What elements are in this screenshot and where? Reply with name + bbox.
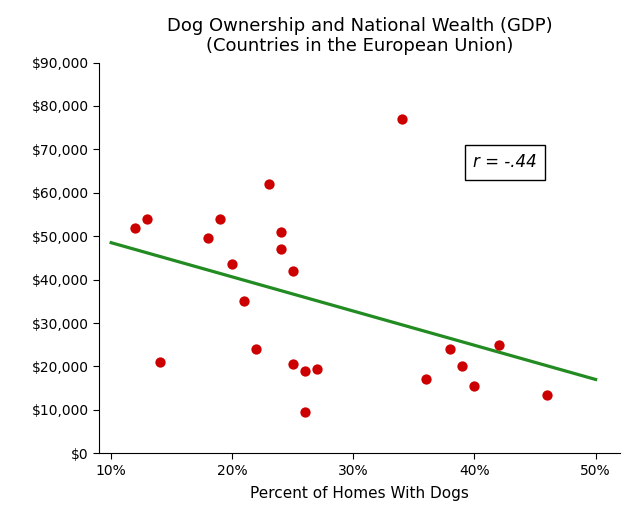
Point <box>300 367 310 375</box>
Point <box>288 360 298 368</box>
Point <box>227 260 237 269</box>
Title: Dog Ownership and National Wealth (GDP)
(Countries in the European Union): Dog Ownership and National Wealth (GDP) … <box>167 17 552 55</box>
Text: r = -.44: r = -.44 <box>473 153 537 171</box>
Point <box>142 215 153 223</box>
Point <box>458 362 468 370</box>
Point <box>251 345 261 353</box>
X-axis label: Percent of Homes With Dogs: Percent of Homes With Dogs <box>250 486 469 501</box>
Point <box>493 341 504 349</box>
Point <box>239 297 249 305</box>
Point <box>312 365 322 373</box>
Point <box>542 391 552 399</box>
Point <box>421 375 431 383</box>
Point <box>397 115 407 123</box>
Point <box>275 228 286 236</box>
Point <box>288 267 298 275</box>
Point <box>470 382 480 390</box>
Point <box>215 215 226 223</box>
Point <box>445 345 456 353</box>
Point <box>155 358 165 366</box>
Point <box>203 234 213 242</box>
Point <box>275 245 286 253</box>
Point <box>130 224 141 232</box>
Point <box>300 408 310 416</box>
Point <box>263 180 273 188</box>
